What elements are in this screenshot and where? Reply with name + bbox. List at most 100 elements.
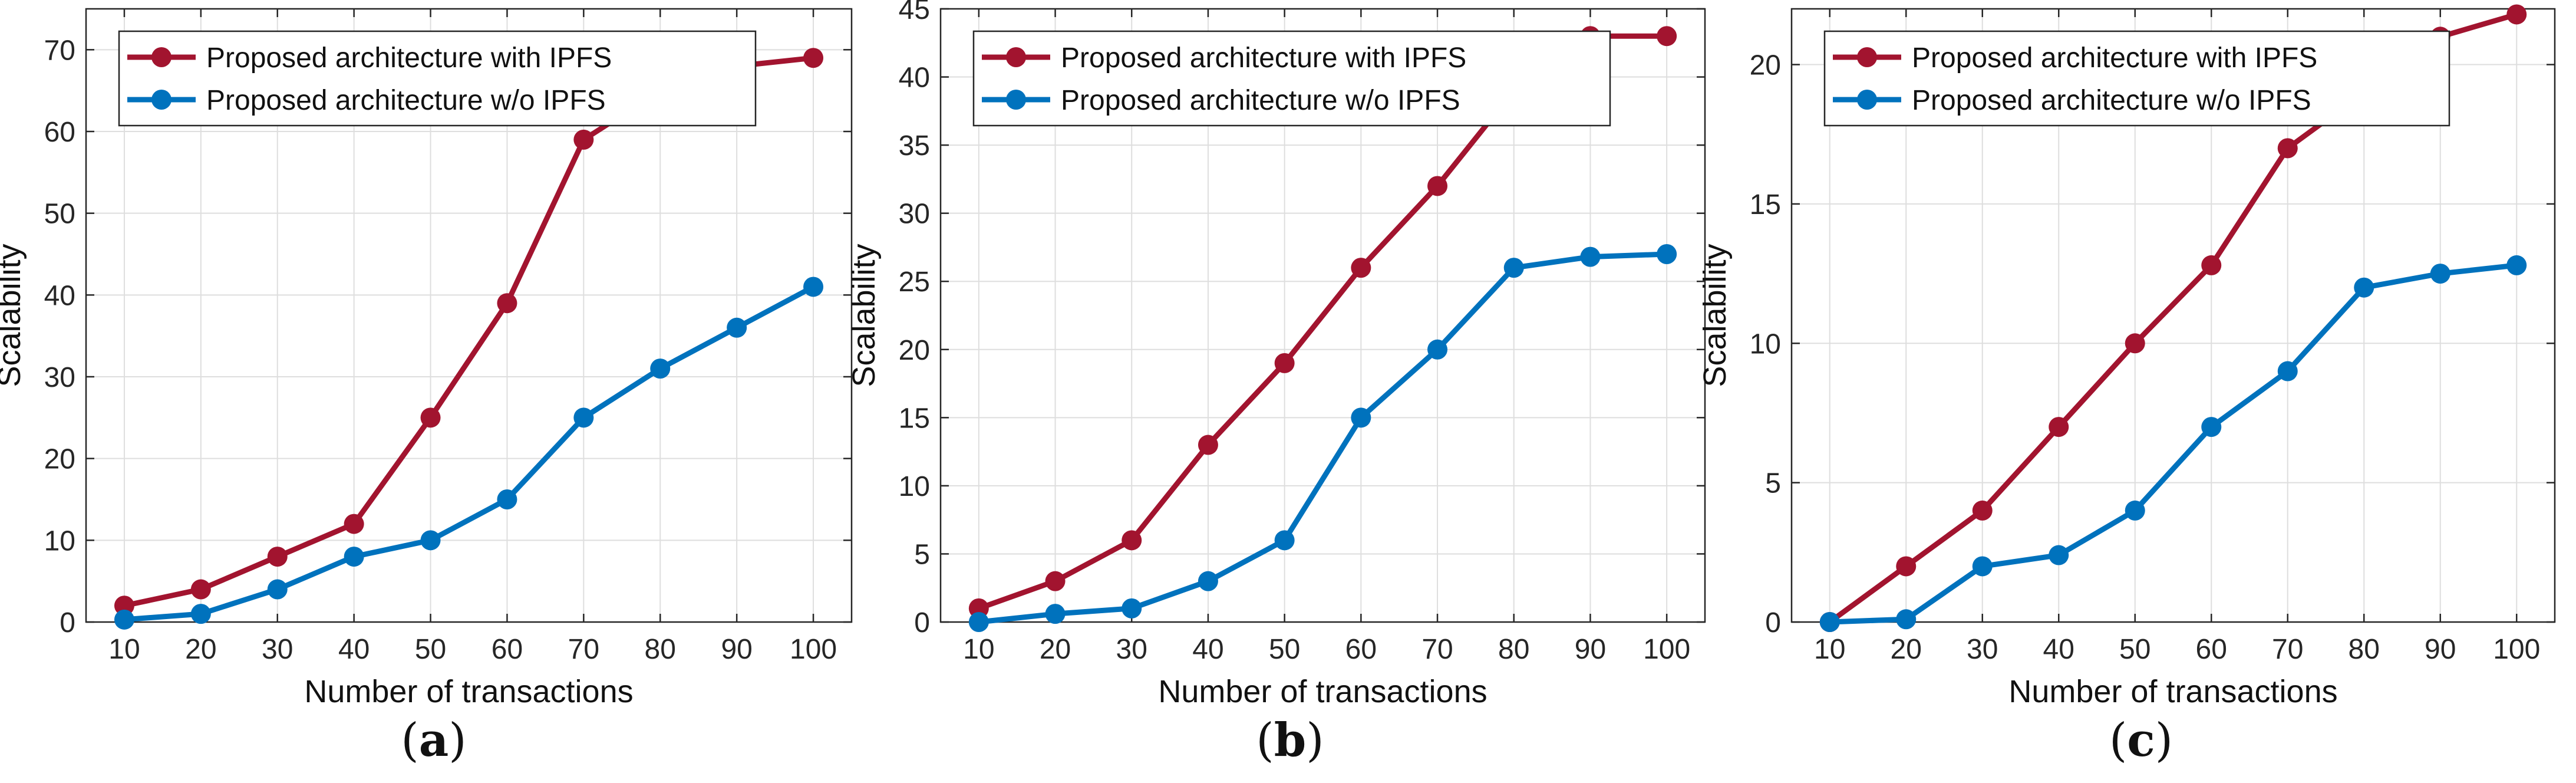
- data-point: [1198, 435, 1218, 455]
- legend-box: [1823, 30, 2450, 127]
- x-tick-label: 30: [1116, 634, 1147, 665]
- legend-marker: [1006, 90, 1026, 110]
- data-point: [420, 530, 441, 551]
- y-tick-label: 60: [44, 117, 75, 148]
- ticks-b: [941, 8, 1705, 623]
- x-tick-label: 20: [185, 634, 216, 665]
- axes-frame-a: [85, 8, 853, 623]
- x-tick-label: 10: [963, 634, 994, 665]
- x-tick-label: 30: [1967, 634, 1998, 665]
- data-point: [114, 609, 134, 630]
- data-point: [1657, 244, 1677, 264]
- x-tick-label: 50: [415, 634, 446, 665]
- x-tick-label: 80: [1498, 634, 1529, 665]
- data-point: [1427, 339, 1448, 360]
- y-tick-label: 25: [899, 267, 930, 298]
- x-tick-label: 40: [2043, 634, 2074, 665]
- data-point: [497, 293, 517, 314]
- x-tick-label: 40: [338, 634, 370, 665]
- x-axis-label: Number of transactions: [304, 674, 633, 709]
- y-tick-label: 0: [1765, 607, 1781, 639]
- y-tick-label: 0: [60, 607, 75, 639]
- data-point: [1896, 609, 1917, 630]
- series-line: [124, 284, 815, 623]
- caption-a: (a): [401, 713, 467, 767]
- axes-frame-c: [1790, 8, 2556, 623]
- legend-label: Proposed architecture with IPFS: [206, 42, 612, 74]
- y-tick-label: 30: [44, 362, 75, 393]
- data-point: [1657, 26, 1677, 47]
- data-point: [1274, 353, 1295, 373]
- x-tick-label: 90: [1575, 634, 1606, 665]
- y-tick-label: 5: [1765, 468, 1781, 499]
- y-tick-label: 70: [44, 35, 75, 66]
- data-point: [573, 129, 594, 150]
- data-point: [968, 612, 989, 632]
- legend-marker: [151, 47, 171, 67]
- data-point: [803, 277, 824, 297]
- x-tick-label: 80: [2349, 634, 2380, 665]
- data-point: [1427, 176, 1448, 196]
- y-tick-label: 10: [899, 471, 930, 502]
- data-point: [344, 514, 364, 534]
- x-tick-label: 70: [1421, 634, 1453, 665]
- data-point: [573, 407, 594, 428]
- data-point: [2506, 255, 2527, 275]
- series-without-ipfs: [114, 277, 824, 630]
- x-tick-label: 100: [1643, 634, 1690, 665]
- legend-label: Proposed architecture with IPFS: [1912, 42, 2317, 74]
- y-tick-label: 35: [899, 130, 930, 162]
- y-tick-label: 15: [899, 403, 930, 434]
- data-point: [1122, 530, 1142, 551]
- data-point: [2201, 417, 2222, 437]
- y-axis-label: Scalability: [846, 244, 882, 387]
- data-point: [267, 579, 288, 600]
- x-tick-label: 50: [2119, 634, 2150, 665]
- data-point: [1503, 258, 1524, 278]
- legend-marker: [1857, 90, 1877, 110]
- x-tick-label: 40: [1192, 634, 1223, 665]
- caption-b-label: b: [1274, 713, 1307, 767]
- data-point: [267, 547, 288, 567]
- data-point: [2354, 277, 2374, 298]
- y-tick-label: 45: [899, 0, 930, 25]
- data-point: [1045, 604, 1066, 624]
- caption-a-label: a: [418, 713, 449, 767]
- legend-marker: [151, 90, 171, 110]
- x-tick-label: 70: [2272, 634, 2303, 665]
- legend-marker: [1006, 47, 1026, 67]
- chart-b: 10 20 30 40 50 60 70 80 90 100 0 5 10 15 20 25 30 35 40 45 N…: [846, 0, 1706, 709]
- legend-c: Proposed architecture with IPFS Proposed …: [1823, 30, 2450, 127]
- x-tick-label: 10: [108, 634, 140, 665]
- data-point: [1351, 258, 1371, 278]
- data-point: [1580, 246, 1601, 267]
- legend-label: Proposed architecture w/o IPFS: [1912, 85, 2311, 116]
- data-point: [2201, 255, 2222, 275]
- y-tick-label: 40: [899, 62, 930, 94]
- y-tick-label: 20: [899, 335, 930, 366]
- data-point: [2506, 4, 2527, 25]
- y-tick-label: 10: [44, 525, 75, 557]
- data-point: [2430, 264, 2450, 284]
- x-axis-label: Number of transactions: [2008, 674, 2337, 709]
- y-tick-label: 40: [44, 280, 75, 311]
- chart-c: 10 20 30 40 50 60 70 80 90 100 0 5 10 15 20 Number of t…: [1697, 4, 2556, 709]
- data-point: [2125, 333, 2145, 354]
- data-point: [1972, 500, 1993, 521]
- legend-a: Proposed architecture with IPFS Proposed …: [118, 30, 757, 127]
- data-point: [190, 604, 211, 624]
- y-tick-label: 30: [899, 199, 930, 230]
- x-tick-label: 90: [2425, 634, 2456, 665]
- data-point: [420, 407, 441, 428]
- x-tick-label: 60: [1345, 634, 1377, 665]
- data-point: [1896, 556, 1917, 577]
- x-tick-label: 20: [1891, 634, 1922, 665]
- x-axis-label: Number of transactions: [1158, 674, 1487, 709]
- x-tick-label: 50: [1269, 634, 1300, 665]
- legend-box: [972, 30, 1611, 127]
- y-axis-label: Scalability: [0, 244, 27, 387]
- legend-b: Proposed architecture with IPFS Proposed …: [972, 30, 1611, 127]
- legend-label: Proposed architecture w/o IPFS: [1061, 85, 1460, 116]
- data-point: [1198, 571, 1218, 591]
